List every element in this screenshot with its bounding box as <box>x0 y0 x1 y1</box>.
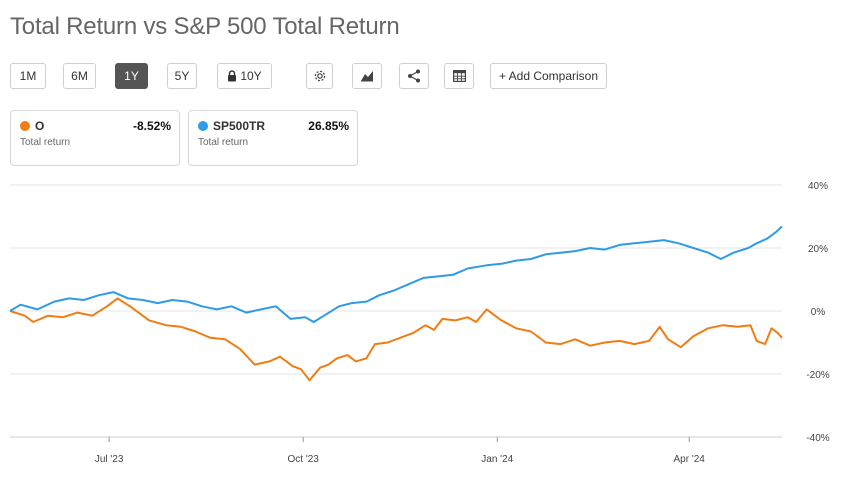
range-1y-label: 1Y <box>124 69 139 83</box>
x-tick-label: Jan '24 <box>481 454 513 465</box>
legend-card-sp500tr[interactable]: SP500TR 26.85% Total return <box>188 110 358 166</box>
y-tick-label: 20% <box>808 244 828 255</box>
gear-icon <box>313 69 327 83</box>
table-icon <box>452 70 466 82</box>
share-icon <box>407 69 421 83</box>
legend-series-name: O <box>35 119 45 133</box>
range-5y-label: 5Y <box>174 69 190 83</box>
y-tick-label: 40% <box>808 181 828 192</box>
lock-icon <box>227 70 237 82</box>
range-1m-button[interactable]: 1M <box>10 63 46 89</box>
settings-button[interactable] <box>306 63 333 89</box>
chart-type-button[interactable] <box>352 63 382 89</box>
legend-series-value: 26.85% <box>308 119 349 133</box>
legend-series-subtitle: Total return <box>198 137 249 148</box>
range-1y-button[interactable]: 1Y <box>115 63 148 89</box>
series-line-sp500tr <box>9 225 783 323</box>
series-line-o <box>9 297 783 382</box>
series-color-dot <box>20 121 30 131</box>
table-view-button[interactable] <box>444 63 474 89</box>
range-6m-label: 6M <box>71 69 88 83</box>
range-10y-label: 10Y <box>240 69 262 83</box>
range-6m-button[interactable]: 6M <box>63 63 96 89</box>
add-comparison-label: + Add Comparison <box>498 69 599 83</box>
share-button[interactable] <box>399 63 429 89</box>
line-chart[interactable]: 40% 20% 0% -20% -40% Jul '23 Oct '23 Jan '24 Apr… <box>0 170 841 480</box>
y-tick-label: -20% <box>806 370 829 381</box>
y-tick-label: 0% <box>811 307 826 318</box>
x-tick-label: Jul '23 <box>95 454 124 465</box>
y-tick-label: -40% <box>806 433 829 444</box>
legend-series-value: -8.52% <box>132 119 171 133</box>
range-1m-label: 1M <box>19 69 37 83</box>
legend-card-o[interactable]: O -8.52% Total return <box>10 110 180 166</box>
x-tick-label: Oct '23 <box>288 454 320 465</box>
series-color-dot <box>198 121 208 131</box>
legend-series-name: SP500TR <box>213 119 266 133</box>
range-5y-button[interactable]: 5Y <box>167 63 197 89</box>
page-title: Total Return vs S&P 500 Total Return <box>10 13 400 40</box>
range-10y-button[interactable]: 10Y <box>217 63 272 89</box>
area-chart-icon <box>360 70 374 82</box>
legend-series-subtitle: Total return <box>20 137 71 148</box>
x-tick-label: Apr '24 <box>674 454 706 465</box>
add-comparison-button[interactable]: + Add Comparison <box>490 63 607 89</box>
